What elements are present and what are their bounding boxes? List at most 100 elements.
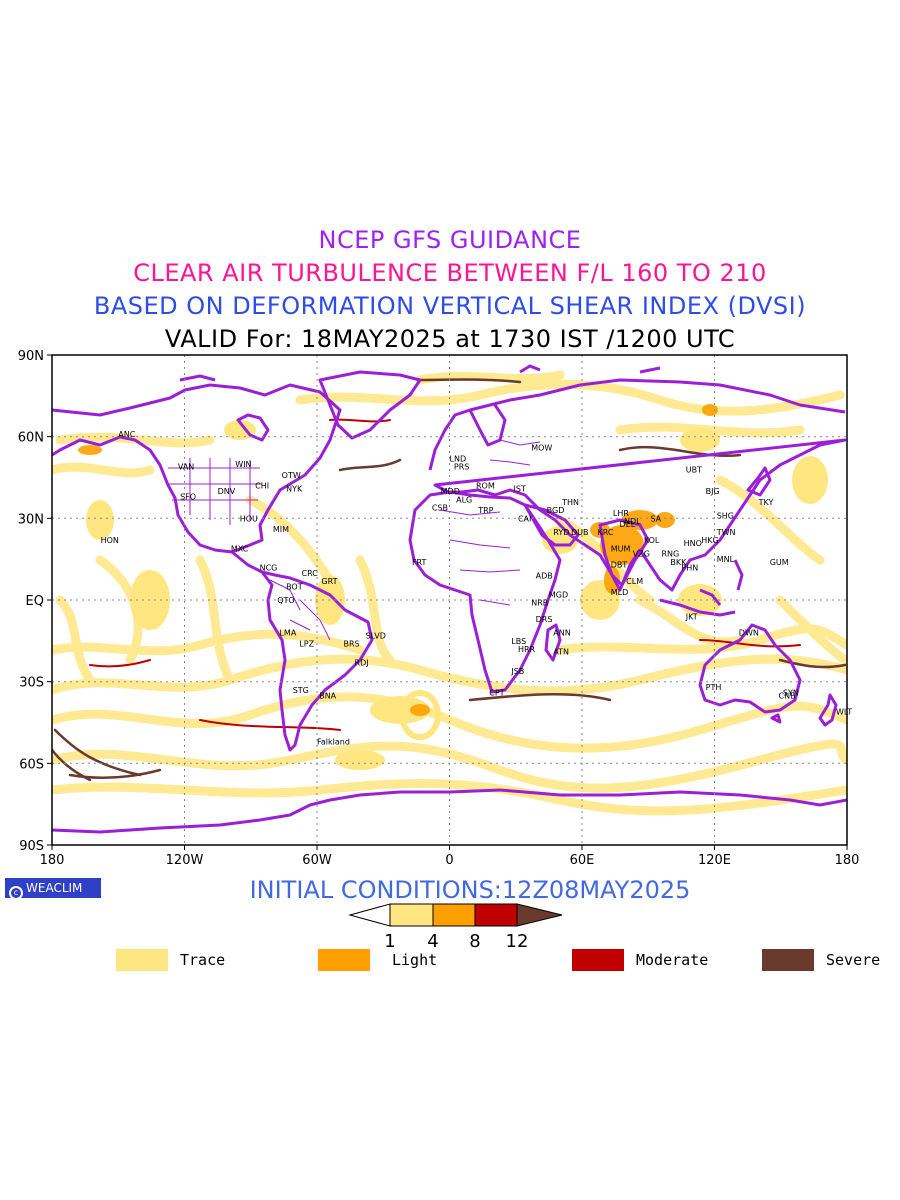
- station-label: GRT: [321, 577, 337, 586]
- light-patches: [78, 404, 718, 716]
- lon-tick-label: 180: [835, 853, 860, 868]
- north-america-coast: [52, 383, 342, 554]
- station-label: BRS: [344, 640, 360, 649]
- station-label: RDJ: [355, 659, 369, 668]
- weaclim-badge: c WEACLIM: [5, 878, 101, 900]
- station-label: MNL: [717, 555, 735, 564]
- station-label: BKK: [670, 558, 687, 567]
- station-label: DEL: [620, 520, 636, 529]
- station-label: THN: [561, 498, 579, 507]
- station-label: DBT: [611, 561, 628, 570]
- colorbar-high-arrow: [516, 903, 563, 927]
- station-label: WLT: [836, 708, 852, 717]
- station-label: ROM: [476, 482, 495, 491]
- station-label: TWN: [716, 528, 736, 537]
- lat-tick-label: 60S: [19, 757, 44, 772]
- station-label: PRS: [454, 463, 469, 472]
- lat-tick-label: 30S: [19, 676, 44, 691]
- legend-label: Severe: [826, 951, 881, 969]
- lat-tick-label: EQ: [26, 594, 44, 609]
- station-label: ANN: [553, 629, 570, 638]
- station-label: HON: [101, 536, 119, 545]
- turbulence-map: ANC HON VAN SFO DNV WIN OTW NYK CHI HOU MIM MXC NCG C…: [18, 349, 860, 868]
- south-america-coast: [231, 550, 374, 752]
- colorbar-tick: 12: [506, 931, 529, 952]
- lon-tick-label: 60E: [570, 853, 595, 868]
- station-label: DRS: [536, 615, 553, 624]
- legend-swatch: [572, 949, 624, 971]
- station-label: NYK: [286, 484, 303, 493]
- station-label: SLVD: [366, 631, 386, 640]
- station-label: PHN: [681, 563, 698, 572]
- station-label: WIN: [235, 460, 251, 469]
- station-label: BNA: [319, 691, 336, 700]
- station-label: BGD: [547, 506, 565, 515]
- station-label: DWN: [739, 629, 759, 638]
- station-label: SA: [650, 514, 661, 523]
- station-label: TRP: [477, 506, 493, 515]
- trace-specks: [86, 420, 828, 770]
- station-label: BJG: [706, 487, 720, 496]
- station-label: CHI: [255, 482, 269, 491]
- station-label: BOT: [286, 582, 303, 591]
- legend-label: Light: [392, 951, 438, 969]
- copyright-icon: c: [9, 886, 23, 900]
- station-label: PTH: [706, 683, 722, 692]
- station-label: CRC: [302, 569, 319, 578]
- station-label: ALG: [456, 495, 472, 504]
- colorbar: 1 4 8 12: [348, 903, 563, 952]
- station-label: LBS: [511, 637, 526, 646]
- station-label: MXC: [231, 544, 249, 553]
- colorbar-trace: [389, 903, 434, 927]
- station-label: MIM: [273, 525, 289, 534]
- station-label: NDL: [624, 517, 641, 526]
- station-label: CPT: [489, 689, 504, 698]
- station-label: MLD: [611, 588, 629, 597]
- station-label: RNG: [662, 550, 680, 559]
- station-label: KOL: [644, 536, 660, 545]
- station-label: MGD: [549, 591, 568, 600]
- turbulence-layer: [52, 370, 847, 816]
- station-label: LPZ: [299, 640, 314, 649]
- station-label: DUB: [571, 528, 589, 537]
- chart-title-line3: BASED ON DEFORMATION VERTICAL SHEAR INDE…: [93, 292, 807, 320]
- colorbar-light: [432, 903, 476, 927]
- station-label: TKY: [758, 498, 774, 507]
- station-label: HNO: [684, 539, 702, 548]
- legend-swatch: [318, 949, 370, 971]
- station-label: NCG: [260, 563, 278, 572]
- graticule: [52, 355, 847, 845]
- station-label: RYD: [553, 528, 569, 537]
- colorbar-moderate: [474, 903, 518, 927]
- station-label: VAN: [178, 463, 194, 472]
- station-label: HRR: [518, 645, 536, 654]
- longitude-ticks: 180 120W 60W 0 60E 120E 180: [40, 845, 860, 868]
- station-label: NRB: [531, 599, 548, 608]
- station-label: HKG: [701, 536, 718, 545]
- lon-tick-label: 0: [445, 853, 453, 868]
- station-label: SYN: [783, 689, 799, 698]
- station-label: LND: [450, 454, 467, 463]
- station-label: CLM: [626, 577, 643, 586]
- severe-jets: [52, 378, 847, 782]
- lat-tick-label: 60N: [18, 431, 44, 446]
- station-label: MUM: [611, 544, 631, 553]
- coastlines: [52, 364, 847, 834]
- station-label: SFO: [180, 493, 196, 502]
- station-label: VZG: [633, 550, 650, 559]
- lon-tick-label: 60W: [302, 853, 332, 868]
- colorbar-tick: 1: [384, 931, 395, 952]
- chart-valid-time: VALID For: 18MAY2025 at 1730 IST /1200 U…: [164, 325, 736, 353]
- station-label: DNV: [218, 487, 236, 496]
- station-label: LMA: [279, 629, 296, 638]
- station-label: JKT: [685, 612, 698, 621]
- legend-swatch: [116, 949, 168, 971]
- antarctica-coast: [52, 788, 847, 834]
- station-label: GUM: [770, 558, 789, 567]
- brand-label: WEACLIM: [26, 881, 83, 895]
- legend-label: Trace: [180, 951, 226, 969]
- greenland-coast: [318, 370, 422, 440]
- station-label: SHG: [717, 512, 734, 521]
- station-label: STG: [293, 686, 309, 695]
- station-label: ADB: [536, 572, 553, 581]
